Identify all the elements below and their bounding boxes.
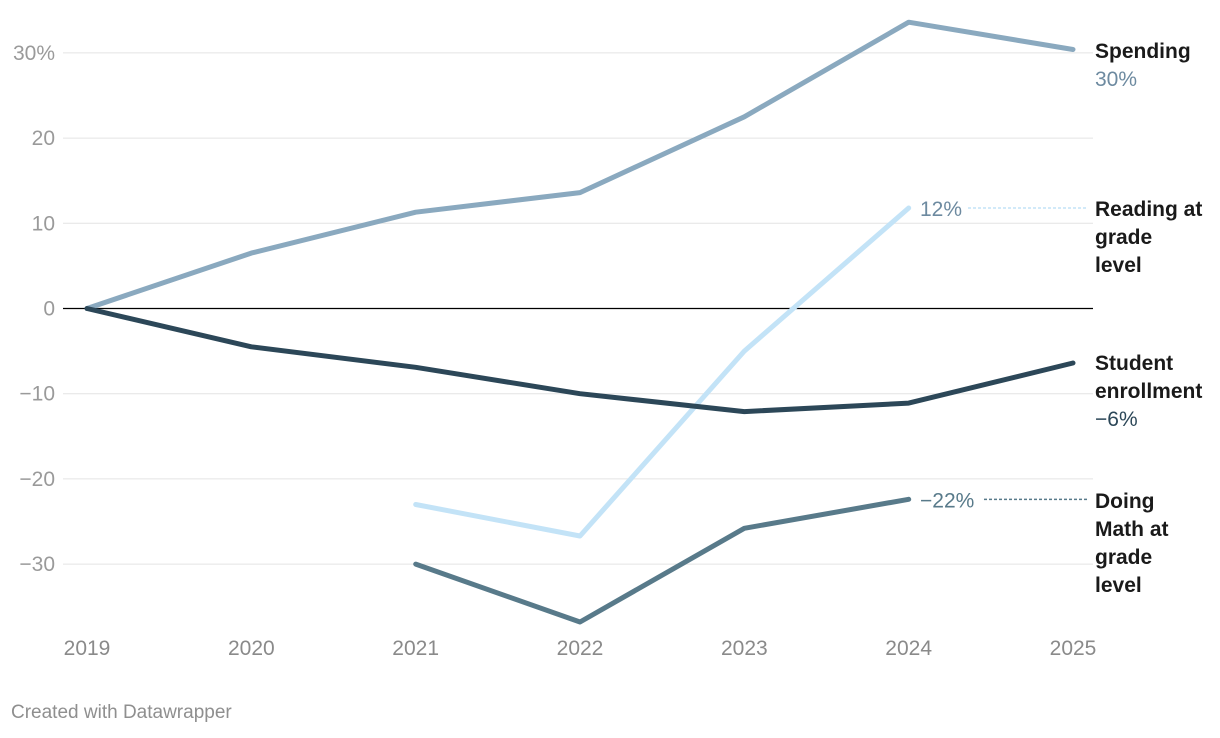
- series-name-label: level: [1095, 574, 1142, 597]
- gridlines: [63, 52, 1093, 565]
- y-tick-label: −20: [19, 468, 55, 491]
- series-value-label: 12%: [920, 198, 962, 221]
- series-line: [84, 306, 1076, 415]
- x-tick-label: 2021: [392, 637, 439, 660]
- series-value-label: 30%: [1095, 68, 1137, 91]
- series-name-label: grade: [1095, 226, 1152, 249]
- series-value-label: −6%: [1095, 408, 1138, 431]
- series-name-label: Doing: [1095, 490, 1154, 513]
- y-tick-label: 30%: [13, 42, 55, 65]
- series-name-label: Spending: [1095, 40, 1191, 63]
- series-line: [413, 496, 912, 625]
- x-tick-label: 2019: [64, 637, 111, 660]
- series-value-label: −22%: [920, 489, 974, 512]
- series-name-label: Math at: [1095, 518, 1169, 541]
- x-tick-label: 2025: [1050, 637, 1097, 660]
- series-name-label: enrollment: [1095, 380, 1202, 403]
- series-labels: Spending 30% 12% Reading at grade level Studen…: [920, 40, 1202, 597]
- y-tick-label: −10: [19, 383, 55, 406]
- series-lines: [84, 19, 1076, 625]
- series-name-label: Reading at: [1095, 198, 1202, 221]
- series-name-label: level: [1095, 254, 1142, 277]
- footer-credit: Created with Datawrapper: [11, 702, 232, 723]
- series-name-label: Student: [1095, 352, 1173, 375]
- x-axis-ticks: 2019 2020 2021 2022 2023 2024 2025: [64, 637, 1097, 660]
- y-tick-label: 10: [32, 212, 55, 235]
- label-connectors: [968, 207, 1087, 501]
- y-tick-label: 0: [43, 298, 55, 321]
- y-axis-ticks: 30% 20 10 0 −10 −20 −30: [13, 42, 55, 576]
- x-tick-label: 2022: [557, 637, 604, 660]
- x-tick-label: 2020: [228, 637, 275, 660]
- x-tick-label: 2024: [885, 637, 932, 660]
- series-name-label: grade: [1095, 546, 1152, 569]
- y-tick-label: −30: [19, 553, 55, 576]
- series-line: [84, 19, 1076, 311]
- series-line: [413, 205, 912, 539]
- y-tick-label: 20: [32, 127, 55, 150]
- x-tick-label: 2023: [721, 637, 768, 660]
